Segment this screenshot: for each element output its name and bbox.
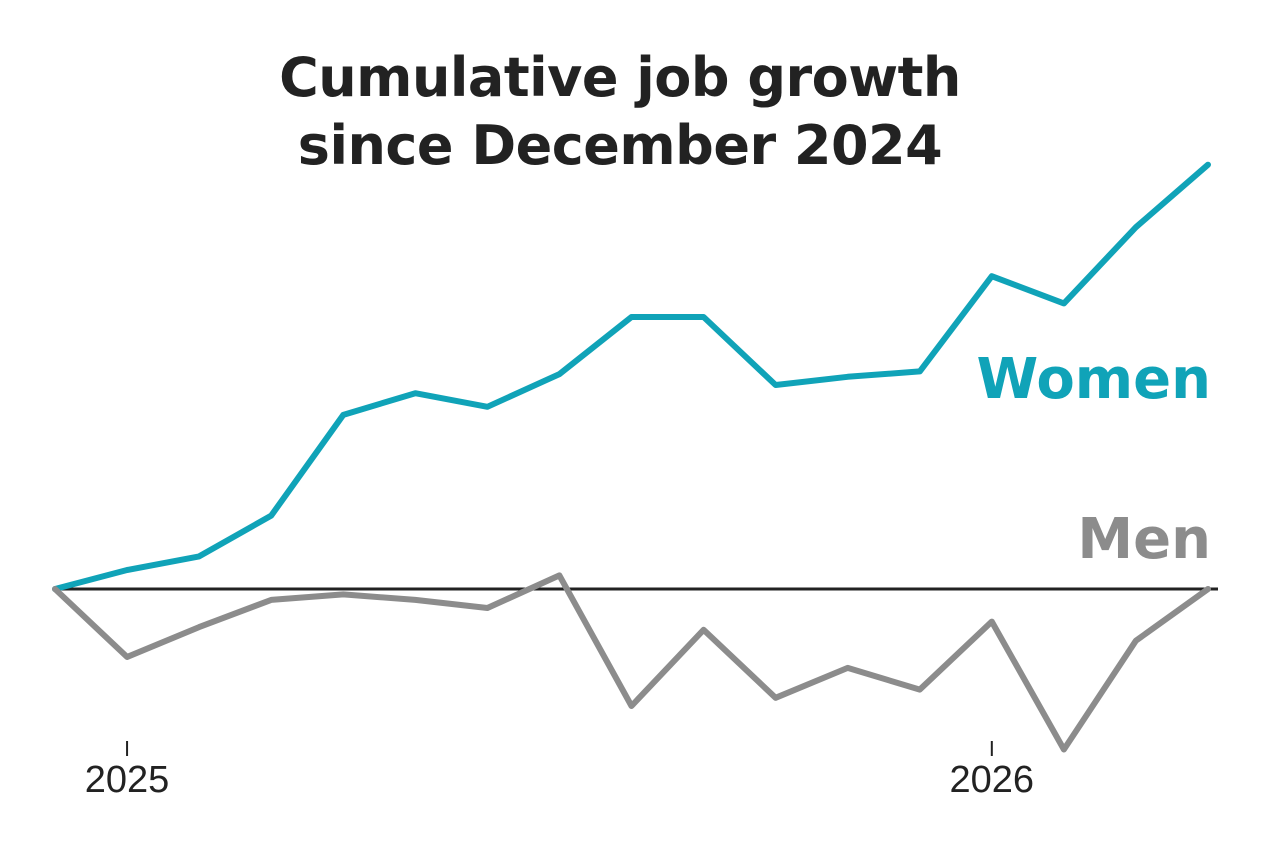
x-tick-label-1: 2026 xyxy=(950,759,1035,801)
x-tick-label-0: 2025 xyxy=(85,759,170,801)
chart-title-line-2: since December 2024 xyxy=(297,114,943,177)
x-axis: 2025 2026 xyxy=(85,741,1034,801)
series-line-men xyxy=(52,572,1211,753)
series-women: Women xyxy=(52,161,1211,592)
series-label-men: Men xyxy=(1077,507,1211,572)
series-men: Men xyxy=(52,507,1211,753)
chart-title: Cumulative job growth since December 202… xyxy=(0,44,1240,180)
chart-title-line-1: Cumulative job growth xyxy=(279,46,961,109)
series-layer: Women Men xyxy=(52,161,1211,753)
series-label-women: Women xyxy=(977,347,1211,412)
